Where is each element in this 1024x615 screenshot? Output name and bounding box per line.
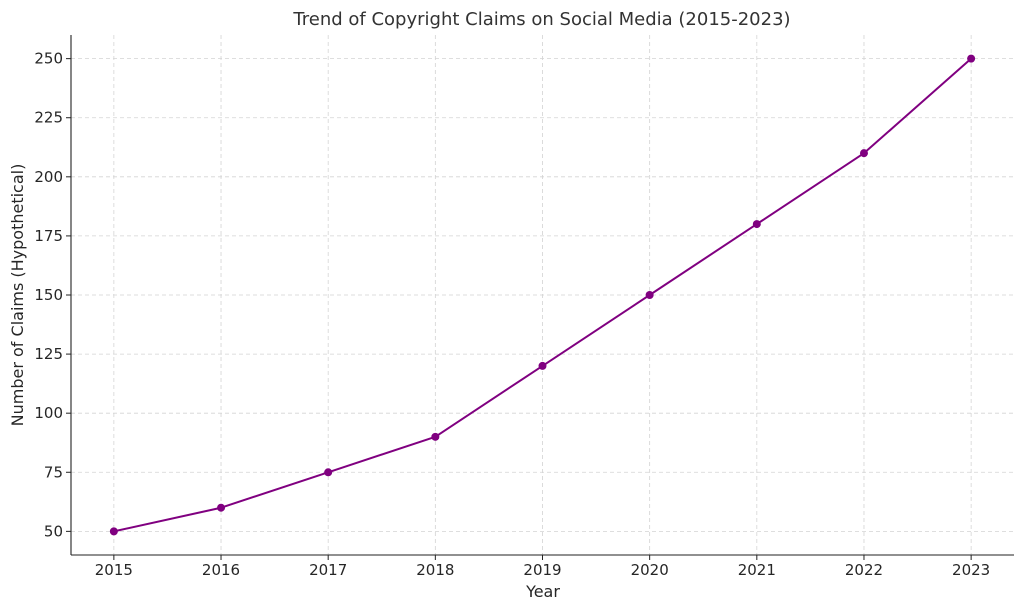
x-tick-label: 2020 — [631, 561, 669, 579]
x-tick-label: 2021 — [738, 561, 776, 579]
x-tick-label: 2018 — [416, 561, 454, 579]
x-tick-label: 2015 — [95, 561, 133, 579]
data-point-2020 — [645, 291, 654, 299]
y-tick-label: 100 — [34, 404, 63, 422]
y-tick-label: 175 — [34, 227, 63, 245]
x-tick-label: 2017 — [309, 561, 347, 579]
x-axis-label: Year — [525, 582, 560, 601]
x-tick-label: 2016 — [202, 561, 240, 579]
y-tick-label: 150 — [34, 286, 63, 304]
data-point-2018 — [431, 432, 440, 441]
axes: 2015 2016 2017 2018 2019 2020 2021 2022 2023 50 75… — [34, 35, 1014, 579]
x-tick-label: 2023 — [952, 561, 990, 579]
y-tick-label: 125 — [34, 345, 63, 363]
y-axis-label: Number of Claims (Hypothetical) — [8, 164, 27, 427]
x-tick-label: 2022 — [845, 561, 883, 579]
y-tick-label: 225 — [34, 109, 63, 127]
x-tick-label: 2019 — [523, 561, 561, 579]
data-point-2019 — [538, 361, 547, 370]
y-tick-label: 75 — [44, 463, 63, 481]
y-tick-label: 250 — [34, 50, 63, 68]
data-point-2015 — [109, 527, 118, 536]
grid — [71, 35, 1014, 555]
series — [109, 54, 976, 536]
data-point-2023 — [967, 54, 976, 63]
data-point-2022 — [859, 149, 868, 158]
data-point-2016 — [217, 503, 226, 512]
y-tick-label: 50 — [44, 522, 63, 540]
data-point-2017 — [324, 468, 333, 477]
data-point-2021 — [752, 220, 761, 229]
y-tick-label: 200 — [34, 168, 63, 186]
chart-title: Trend of Copyright Claims on Social Medi… — [292, 9, 790, 30]
